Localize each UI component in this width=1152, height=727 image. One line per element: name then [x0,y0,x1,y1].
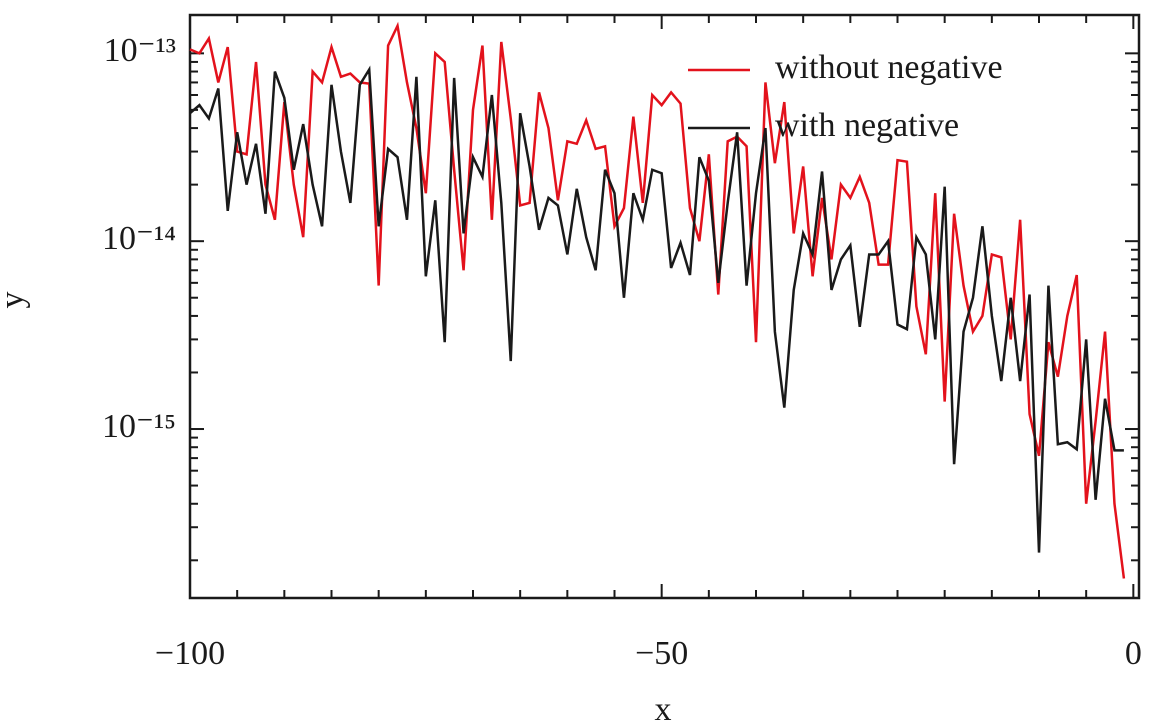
y-tick-label: 10⁻¹⁵ [102,408,176,445]
legend-label: without negative [775,49,1003,86]
y-tick-label: 10⁻¹⁴ [102,220,176,257]
series-line [189,65,1124,553]
y-tick-label: 10⁻¹³ [104,32,176,69]
x-tick-label: −50 [635,635,688,672]
y-axis-label: y [0,292,31,309]
series-line [189,21,1126,579]
x-axis-label: x [655,691,672,727]
x-tick-label: 0 [1125,635,1142,672]
legend-label: with negative [775,107,959,144]
plot-frame [188,13,1141,600]
x-tick-label: −100 [155,635,225,672]
